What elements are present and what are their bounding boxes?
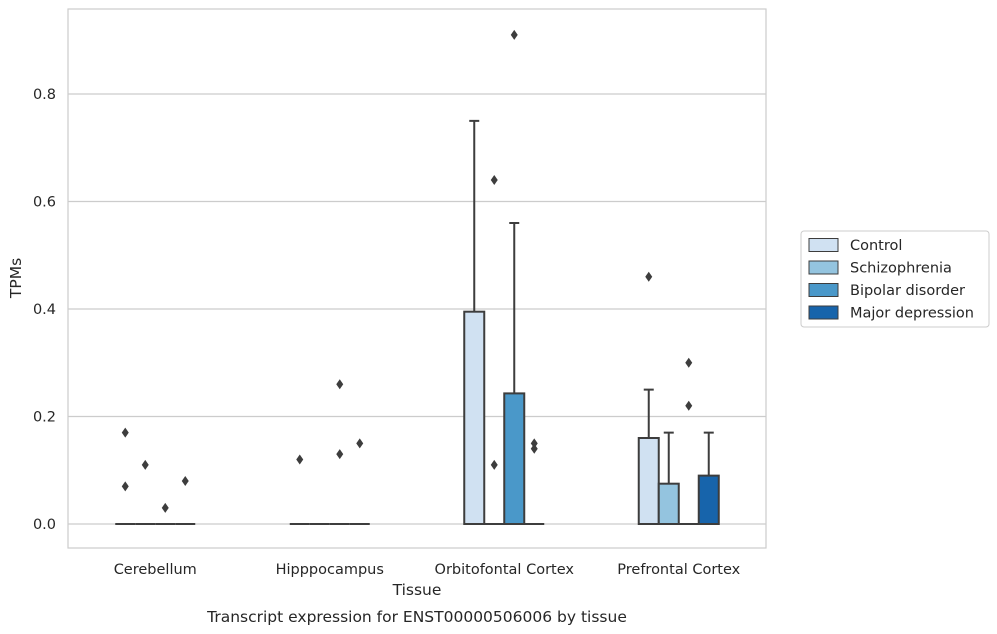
outlier-point: [121, 481, 129, 492]
legend-label: Major depression: [850, 306, 974, 322]
legend-label: Control: [850, 238, 902, 254]
outlier-point: [161, 502, 169, 513]
y-tick-label: 0.0: [33, 517, 56, 533]
box-body: [657, 482, 680, 525]
outlier-point: [181, 476, 189, 486]
box-schizophrenia: [657, 431, 680, 525]
plot-area: [67, 8, 767, 549]
legend-frame: [800, 230, 990, 328]
outlier-point: [685, 400, 693, 411]
x-tick-label: Prefrontal Cortex: [617, 562, 740, 578]
box-body: [637, 437, 660, 525]
box-control: [463, 119, 486, 525]
y-tick-labels: 0.0 0.2 0.4 0.6 0.8: [33, 87, 56, 533]
box-major-depression: [697, 431, 720, 525]
outlier-point: [530, 438, 538, 449]
y-tick-label: 0.8: [33, 87, 56, 103]
outlier-point: [645, 271, 653, 282]
outlier-points: [121, 29, 693, 513]
y-tick-label: 0.6: [33, 195, 56, 211]
outlier-point: [490, 175, 498, 185]
legend-swatch: [808, 260, 839, 275]
outlier-point: [336, 449, 344, 460]
box-body: [463, 310, 486, 525]
boxes: [115, 119, 720, 526]
outlier-point: [530, 443, 538, 454]
chart-caption: Transcript expression for ENST0000050600…: [206, 608, 627, 626]
legend-swatch: [808, 283, 839, 297]
outlier-point: [336, 379, 344, 390]
box-control: [637, 388, 660, 525]
y-tick-label: 0.4: [33, 302, 56, 318]
x-tick-label: Cerebellum: [114, 562, 197, 578]
outlier-point: [296, 454, 304, 465]
box-body: [503, 392, 526, 526]
box-body: [697, 474, 720, 525]
legend-label: Bipolar disorder: [850, 283, 965, 299]
outlier-point: [356, 438, 364, 449]
outlier-point: [141, 459, 149, 470]
legend-swatch: [808, 238, 839, 252]
x-axis-title: Tissue: [392, 581, 442, 599]
x-tick-labels: Cerebellum Hipppocampus Orbitofontal Corte…: [114, 562, 741, 578]
box-bipolar-disorder: [503, 222, 526, 526]
legend-swatch: [808, 305, 839, 320]
y-tick-label: 0.2: [33, 410, 56, 426]
x-tick-label: Orbitofontal Cortex: [435, 562, 575, 578]
legend: Control Schizophrenia Bipolar disorder Majo…: [800, 230, 990, 328]
legend-label: Schizophrenia: [850, 261, 952, 277]
outlier-point: [121, 427, 129, 438]
outlier-point: [685, 357, 693, 368]
x-tick-label: Hipppocampus: [276, 562, 384, 578]
outlier-point: [490, 459, 498, 470]
y-axis-title: TPMs: [7, 258, 25, 299]
outlier-point: [510, 29, 518, 40]
